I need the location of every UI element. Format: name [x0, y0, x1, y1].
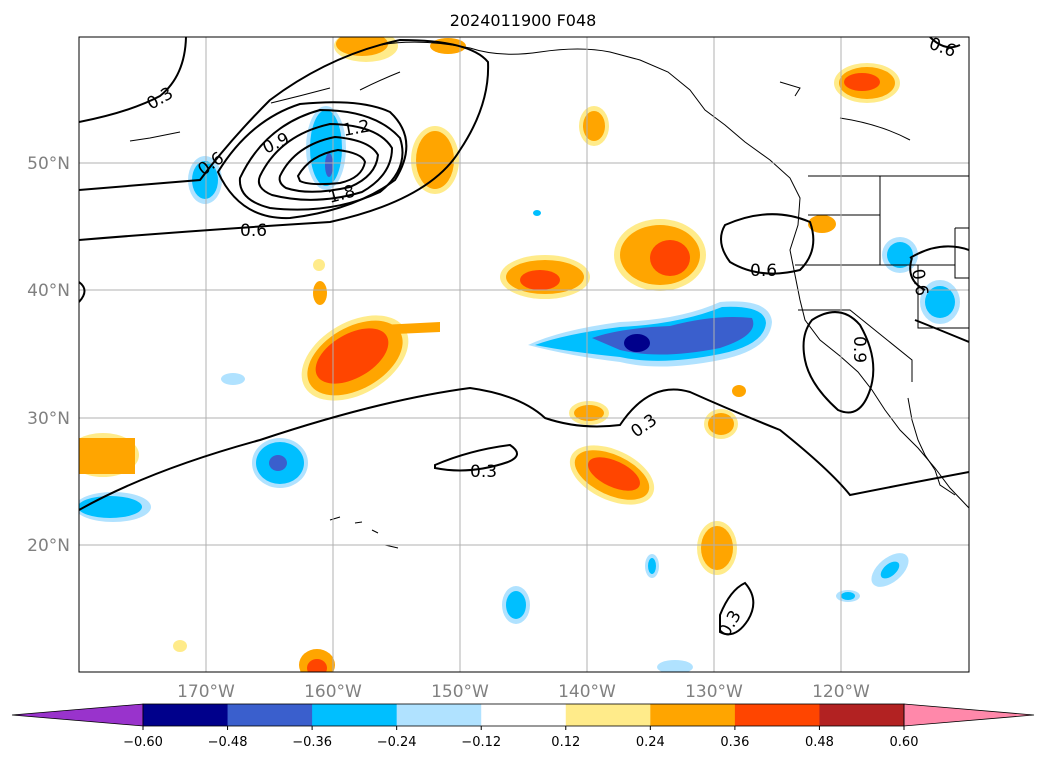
colorbar-segment — [565, 704, 651, 726]
map-title: 2024011900 F048 — [450, 11, 597, 30]
contour-label: 0.6 — [240, 221, 267, 241]
colorbar-extend-max — [903, 703, 1035, 727]
colorbar-tick-label: −0.24 — [377, 735, 417, 750]
colorbar-tick-label: −0.36 — [292, 735, 332, 750]
colorbar-frame — [142, 703, 905, 727]
lat-label: 50°N — [27, 154, 70, 174]
warm-anomalies — [79, 37, 900, 672]
colorbar-tick-label: 0.48 — [805, 735, 834, 750]
longitude-labels: 170°W 160°W 150°W 140°W 130°W 120°W — [177, 682, 870, 702]
colorbar-segment — [396, 704, 482, 726]
lat-label: 30°N — [27, 409, 70, 429]
colorbar-segment — [481, 704, 567, 726]
map-panel: 0.3 0.9 1.2 0.6 1.8 0.6 0.6 0.6 0.6 0.9 … — [79, 37, 969, 672]
colorbar-tick-label: 0.36 — [720, 735, 749, 750]
colorbar-tick-label: −0.12 — [461, 735, 501, 750]
colorbar-extend-min — [11, 703, 144, 727]
lon-label: 160°W — [304, 682, 362, 702]
map-frame — [78, 36, 970, 673]
colorbar-segment — [819, 704, 905, 726]
contours — [79, 37, 969, 636]
lon-label: 130°W — [685, 682, 743, 702]
colorbar-segment — [312, 704, 398, 726]
colorbar: −0.60 −0.48 −0.36 −0.24 −0.12 0.12 0.24 0.36 0.4… — [11, 703, 1035, 750]
contour-label: 0.6 — [907, 267, 931, 297]
lon-label: 120°W — [812, 682, 870, 702]
latitude-labels: 50°N 40°N 30°N 20°N — [27, 154, 70, 556]
gridlines — [79, 37, 969, 672]
lon-label: 140°W — [558, 682, 616, 702]
contour-label: 0.6 — [750, 261, 777, 281]
contour-label: 1.2 — [341, 117, 371, 141]
colorbar-tick-label: 0.12 — [551, 735, 580, 750]
colorbar-segment — [143, 704, 229, 726]
lat-label: 40°N — [27, 281, 70, 301]
colorbar-tick-label: −0.48 — [208, 735, 248, 750]
lon-label: 150°W — [431, 682, 489, 702]
lon-label: 170°W — [177, 682, 235, 702]
contour-label: 0.3 — [470, 462, 497, 482]
colorbar-tick-label: −0.60 — [123, 735, 163, 750]
colorbar-segment — [650, 704, 736, 726]
colorbar-tick-label: 0.60 — [890, 735, 919, 750]
colorbar-tick-label: 0.24 — [636, 735, 665, 750]
colorbar-segment — [227, 704, 313, 726]
lat-label: 20°N — [27, 536, 70, 556]
colorbar-segment — [734, 704, 820, 726]
contour-label: 0.9 — [849, 336, 869, 363]
